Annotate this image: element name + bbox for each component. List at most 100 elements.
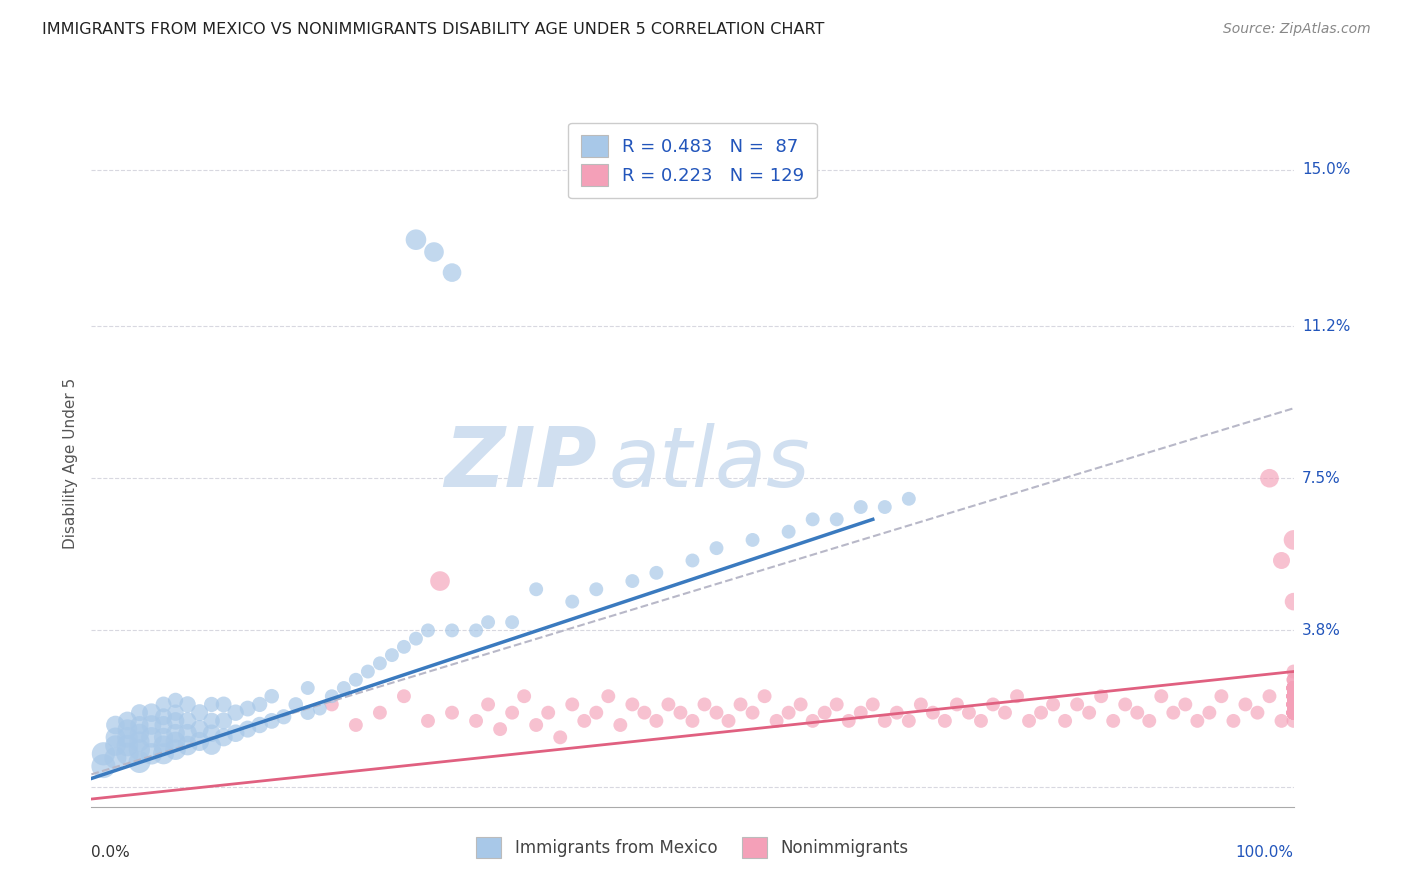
Y-axis label: Disability Age Under 5: Disability Age Under 5: [63, 378, 79, 549]
Point: [308, 701, 330, 715]
Point: [934, 714, 956, 728]
Point: [104, 739, 127, 753]
Point: [1282, 673, 1305, 687]
Point: [152, 739, 174, 753]
Point: [922, 706, 945, 720]
Point: [1282, 690, 1305, 704]
Point: [524, 718, 547, 732]
Point: [212, 698, 235, 712]
Text: 3.8%: 3.8%: [1302, 623, 1341, 638]
Point: [1282, 698, 1305, 712]
Point: [1282, 698, 1305, 712]
Point: [1126, 706, 1149, 720]
Point: [165, 734, 187, 748]
Point: [392, 640, 415, 654]
Point: [778, 706, 800, 720]
Point: [152, 731, 174, 745]
Text: 0.0%: 0.0%: [91, 845, 131, 860]
Point: [778, 524, 800, 539]
Point: [645, 566, 668, 580]
Point: [236, 701, 259, 715]
Point: [621, 698, 644, 712]
Point: [128, 706, 150, 720]
Point: [440, 266, 463, 280]
Point: [1282, 690, 1305, 704]
Point: [344, 718, 367, 732]
Point: [165, 693, 187, 707]
Point: [1282, 690, 1305, 704]
Point: [117, 747, 139, 761]
Point: [188, 722, 211, 736]
Point: [1282, 690, 1305, 704]
Point: [1282, 690, 1305, 704]
Text: 7.5%: 7.5%: [1302, 471, 1340, 486]
Point: [1282, 698, 1305, 712]
Point: [1282, 681, 1305, 695]
Point: [825, 698, 848, 712]
Point: [176, 726, 198, 740]
Point: [1282, 698, 1305, 712]
Point: [1102, 714, 1125, 728]
Point: [440, 706, 463, 720]
Point: [489, 722, 512, 736]
Point: [1018, 714, 1040, 728]
Point: [1054, 714, 1077, 728]
Point: [1282, 706, 1305, 720]
Point: [152, 698, 174, 712]
Point: [1161, 706, 1184, 720]
Point: [188, 734, 211, 748]
Point: [381, 648, 404, 662]
Point: [1282, 681, 1305, 695]
Point: [117, 731, 139, 745]
Point: [141, 731, 163, 745]
Point: [357, 665, 380, 679]
Point: [669, 706, 692, 720]
Point: [117, 739, 139, 753]
Point: [1078, 706, 1101, 720]
Point: [873, 714, 896, 728]
Point: [1174, 698, 1197, 712]
Point: [321, 690, 343, 704]
Point: [765, 714, 787, 728]
Text: IMMIGRANTS FROM MEXICO VS NONIMMIGRANTS DISABILITY AGE UNDER 5 CORRELATION CHART: IMMIGRANTS FROM MEXICO VS NONIMMIGRANTS …: [42, 22, 824, 37]
Point: [152, 718, 174, 732]
Point: [657, 698, 679, 712]
Point: [741, 706, 763, 720]
Point: [1282, 706, 1305, 720]
Point: [548, 731, 571, 745]
Point: [477, 615, 499, 630]
Point: [297, 681, 319, 695]
Point: [1282, 698, 1305, 712]
Point: [838, 714, 860, 728]
Point: [609, 718, 631, 732]
Point: [297, 706, 319, 720]
Point: [1042, 698, 1064, 712]
Point: [1282, 706, 1305, 720]
Point: [1005, 690, 1028, 704]
Point: [128, 742, 150, 756]
Point: [104, 731, 127, 745]
Point: [524, 582, 547, 597]
Point: [561, 698, 583, 712]
Point: [741, 533, 763, 547]
Point: [897, 491, 920, 506]
Point: [201, 739, 224, 753]
Point: [994, 706, 1017, 720]
Point: [897, 714, 920, 728]
Point: [1282, 690, 1305, 704]
Text: ZIP: ZIP: [444, 424, 596, 504]
Point: [465, 714, 488, 728]
Point: [165, 714, 187, 728]
Point: [1282, 690, 1305, 704]
Point: [1282, 681, 1305, 695]
Point: [1198, 706, 1220, 720]
Point: [260, 690, 283, 704]
Point: [93, 747, 115, 761]
Point: [513, 690, 536, 704]
Point: [801, 512, 824, 526]
Point: [141, 706, 163, 720]
Point: [440, 624, 463, 638]
Point: [225, 726, 247, 740]
Point: [849, 500, 872, 514]
Point: [141, 747, 163, 761]
